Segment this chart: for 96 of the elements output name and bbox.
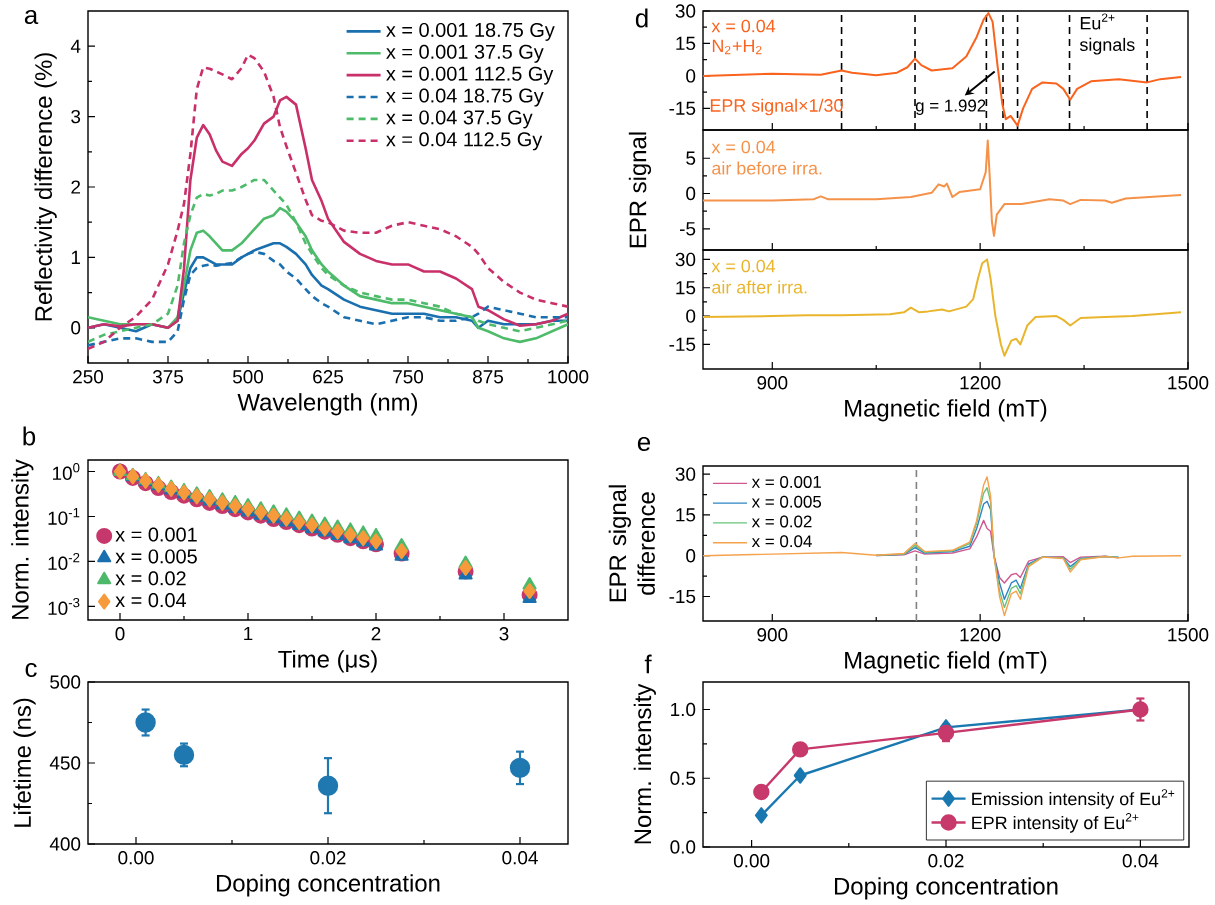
legend-label: x = 0.001: [115, 527, 197, 542]
legend-label: x = 0.04: [115, 593, 187, 608]
x-axis-title: Magnetic field (mT): [845, 651, 1047, 674]
y-tick-label: 3: [71, 109, 81, 124]
x-tick-label: 250: [73, 370, 104, 384]
x-tick-label: 1200: [960, 376, 1001, 390]
x-tick-label: 1200: [960, 628, 1001, 642]
legend-label: x = 0.005: [751, 495, 822, 508]
x-tick-label: 0.00: [733, 854, 770, 868]
annotation: EPR signal×1/30: [710, 98, 843, 116]
y-tick-label: 0.5: [670, 771, 696, 785]
legend-label: x = 0.02: [751, 515, 812, 528]
x-tick-label: 1: [244, 627, 253, 641]
y-tick-label: 4: [70, 39, 81, 53]
annotation: air after irra.: [712, 280, 807, 294]
x-axis-title: Wavelength (nm): [237, 393, 418, 416]
text: a: [24, 9, 39, 25]
y-axis-title: Reflectivity difference (%): [34, 53, 57, 321]
y-tick-label: 30: [675, 252, 696, 267]
x-tick-label: 1000: [548, 370, 589, 384]
y-tick-label: -15: [669, 337, 696, 352]
y-tick-label: 5: [686, 151, 696, 165]
y-axis-title: EPR signal: [628, 132, 652, 248]
annotation: x = 0.04: [711, 259, 776, 273]
y-tick-label: 10$^{-3}$: [48, 597, 80, 615]
y-tick-label: 450: [49, 756, 81, 770]
y-tick-label: 1.0: [671, 702, 696, 717]
text: d: [635, 8, 648, 28]
y-axis-title: EPR signal difference: [608, 485, 655, 602]
y-axis-title: Lifetime (ns): [13, 698, 36, 827]
annotation: x = 0.04: [711, 19, 776, 33]
x-tick-label: 375: [152, 370, 184, 384]
y-tick-label: 0: [71, 321, 81, 335]
text: e: [637, 436, 651, 452]
legend-label: x = 0.04: [751, 535, 812, 548]
text: Eu$^{2+}$ signals: [1079, 13, 1135, 55]
x-axis-title: Magnetic field (mT): [845, 399, 1047, 422]
x-tick-label: 0.04: [502, 851, 538, 865]
legend-label: x = 0.04 112.5 Gy: [386, 132, 543, 151]
annotation: x = 0.04: [711, 140, 776, 154]
annotation: g = 1.992: [915, 99, 986, 115]
x-tick-label: 0.00: [118, 851, 154, 865]
y-tick-label: 0.0: [670, 840, 696, 854]
legend-label: Emission intensity of Eu$^{2+}$: [972, 789, 1175, 809]
x-tick-label: 1500: [1168, 628, 1209, 642]
x-tick-label: 875: [473, 370, 504, 384]
y-tick-label: 2: [71, 180, 81, 194]
x-tick-label: 0.02: [928, 854, 964, 868]
x-tick-label: 0.04: [1122, 854, 1159, 868]
y-tick-label: 10$^{-1}$: [48, 508, 80, 525]
y-tick-label: 0: [686, 69, 696, 83]
legend-label: x = 0.005: [115, 549, 197, 564]
y-tick-label: 30: [675, 467, 696, 481]
y-axis-title: Norm. intensity: [633, 683, 656, 844]
legend-label: x = 0.001 112.5 Gy: [386, 66, 554, 85]
y-tick-label: 15: [676, 36, 696, 51]
y-tick-label: -5: [679, 222, 696, 236]
y-tick-label: 30: [675, 4, 696, 18]
x-tick-label: 500: [232, 370, 264, 384]
y-tick-label: 0: [686, 186, 696, 201]
text: f: [644, 654, 652, 674]
y-tick-label: 0: [686, 549, 696, 563]
x-tick-label: 625: [313, 370, 344, 384]
x-tick-label: 0: [115, 627, 125, 641]
y-tick-label: 10$^{-2}$: [48, 552, 80, 570]
y-tick-label: 15: [676, 281, 696, 295]
legend-label: x = 0.001: [751, 475, 821, 488]
legend-label: x = 0.001 18.75 Gy: [386, 22, 555, 41]
legend-label: x = 0.04 18.75 Gy: [386, 88, 544, 107]
y-tick-label: 15: [676, 508, 696, 522]
annotation: N$_{2}$+H$_{2}$: [712, 39, 762, 55]
y-tick-label: 0: [686, 309, 696, 323]
y-tick-label: 1: [71, 250, 81, 264]
y-axis-title: Norm. intensity: [11, 459, 34, 619]
legend-label: x = 0.04 37.5 Gy: [386, 110, 533, 129]
legend-label: x = 0.001 37.5 Gy: [386, 44, 544, 63]
x-tick-label: 750: [393, 370, 424, 384]
legend-label: EPR intensity of Eu$^{2+}$: [972, 813, 1139, 833]
x-tick-label: 2: [371, 627, 381, 641]
annotation: air before irra.: [712, 161, 822, 175]
y-tick-label: -15: [669, 589, 696, 604]
x-tick-label: 0.02: [310, 851, 346, 865]
x-tick-label: 1500: [1168, 376, 1209, 390]
y-tick-label: -15: [669, 101, 696, 115]
x-axis-title: Doping concentration: [834, 877, 1058, 900]
y-tick-label: 400: [49, 837, 81, 851]
text: b: [23, 426, 36, 446]
x-tick-label: 900: [757, 628, 788, 642]
legend-label: x = 0.02: [115, 571, 186, 586]
text: c: [25, 662, 37, 678]
y-tick-label: 10$^{0}$: [52, 462, 80, 481]
x-tick-label: 3: [499, 627, 509, 641]
x-tick-label: 900: [757, 376, 788, 390]
x-axis-title: Time (μs): [278, 650, 377, 673]
y-tick-label: 500: [50, 675, 81, 689]
x-axis-title: Doping concentration: [216, 874, 440, 897]
